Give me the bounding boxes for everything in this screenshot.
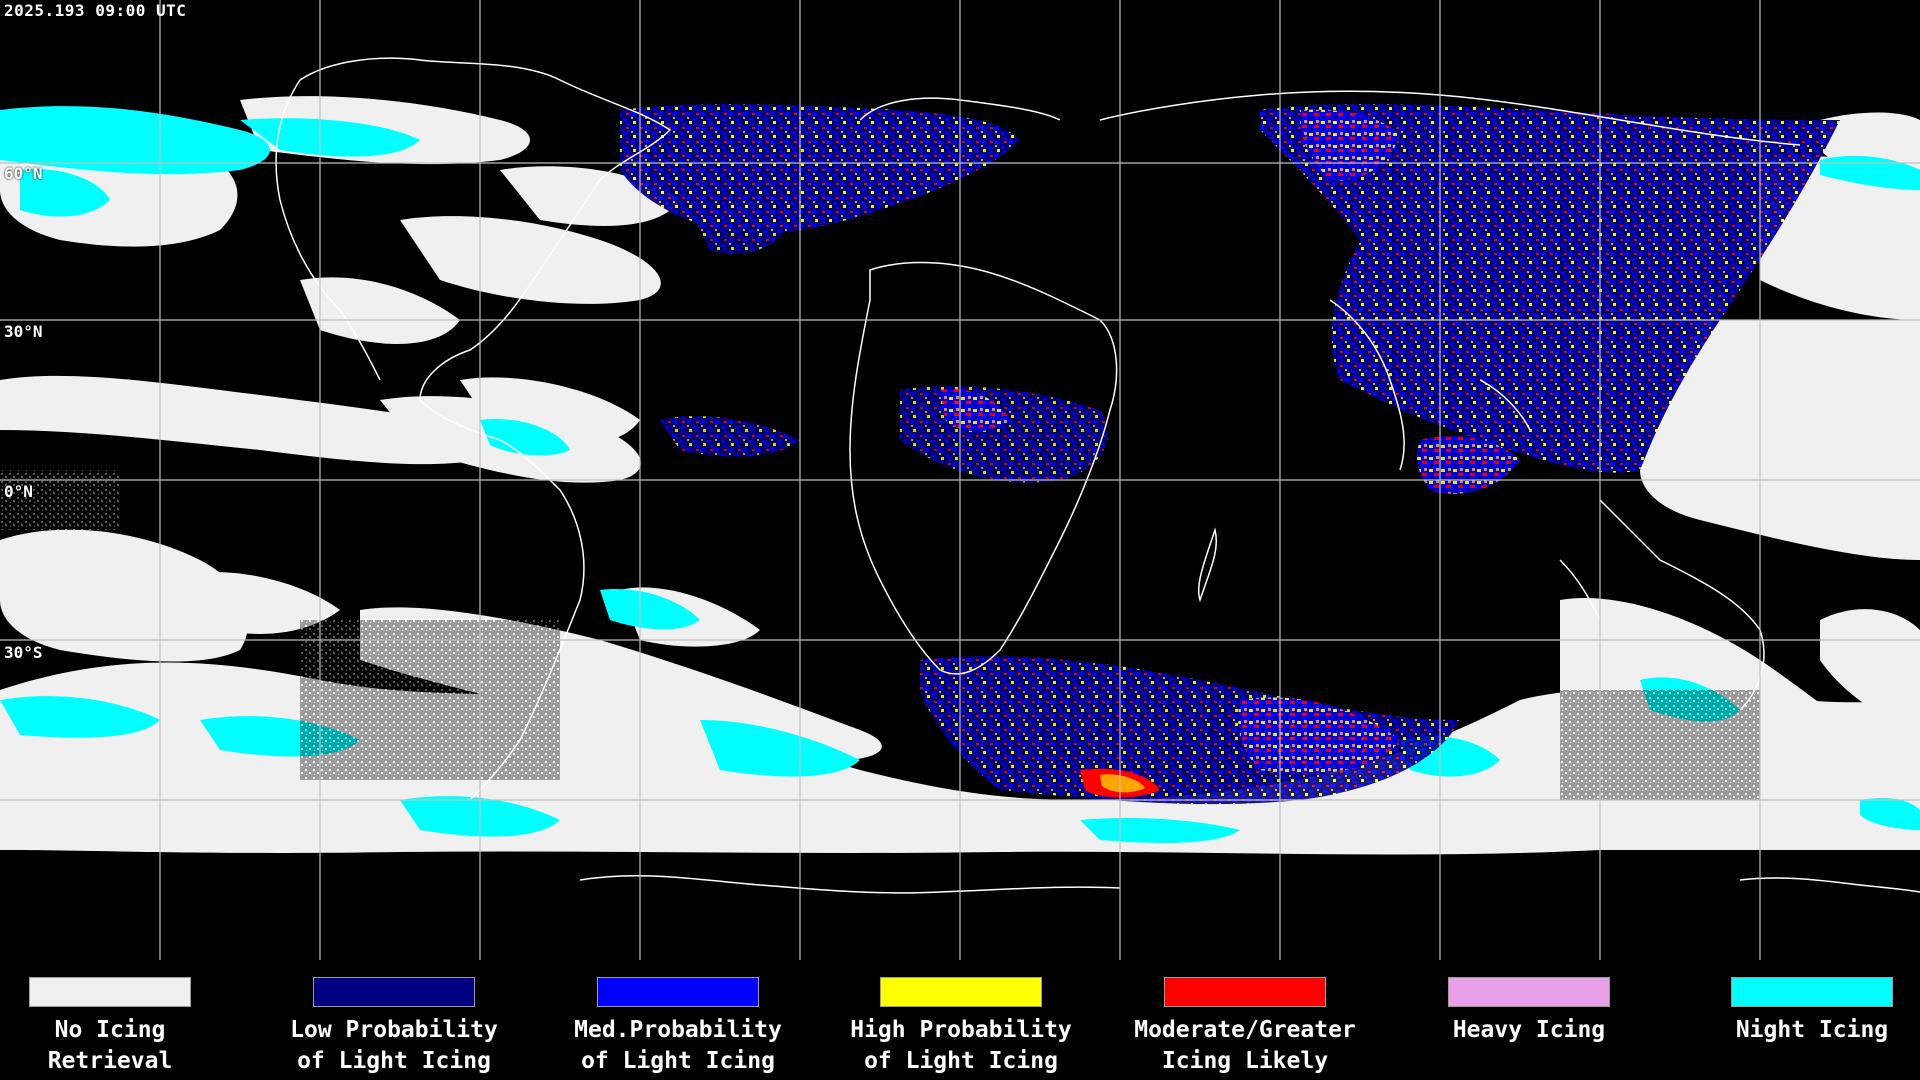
legend-swatch-night-icing (1731, 977, 1893, 1007)
legend-item-high-probability: High Probability of Light Icing (831, 977, 1091, 1077)
legend-label-line2: of Light Icing (864, 1048, 1058, 1074)
legend-label-high-probability: High Probability of Light Icing (831, 1015, 1091, 1077)
lat-label-30s: 30°S (4, 643, 43, 662)
legend-swatch-low-probability (313, 977, 475, 1007)
legend-label-line1: High Probability (850, 1017, 1072, 1043)
legend-label-night-icing: Night Icing (1682, 1015, 1920, 1046)
night-icing-clouds (0, 106, 1920, 843)
lat-label-60n: 60°N (4, 164, 43, 183)
legend-label-med-probability: Med.Probability of Light Icing (548, 1015, 808, 1077)
legend-label-line1: Night Icing (1735, 1017, 1889, 1043)
legend-label-line1: Low Probability (290, 1017, 498, 1043)
legend-label-low-probability: Low Probability of Light Icing (264, 1015, 524, 1077)
legend-label-no-icing: No Icing Retrieval (0, 1015, 240, 1077)
legend-label-line1: Med.Probability (574, 1017, 782, 1043)
lat-label-30n: 30°N (4, 322, 43, 341)
legend-label-line1: Heavy Icing (1452, 1017, 1606, 1043)
legend-label-moderate-greater: Moderate/Greater Icing Likely (1115, 1015, 1375, 1077)
legend-label-line1: No Icing (54, 1017, 166, 1043)
legend-label-line2: Icing Likely (1161, 1048, 1329, 1074)
lat-label-0n: 0°N (4, 482, 33, 501)
legend-item-night-icing: Night Icing (1682, 977, 1920, 1046)
legend-label-line2: Retrieval (47, 1048, 173, 1074)
legend-item-moderate-greater: Moderate/Greater Icing Likely (1115, 977, 1375, 1077)
legend-label-line1: Moderate/Greater (1134, 1017, 1356, 1043)
legend-label-heavy-icing: Heavy Icing (1399, 1015, 1659, 1046)
icing-legend: No Icing Retrieval Low Probability of Li… (0, 960, 1920, 1080)
legend-swatch-heavy-icing (1448, 977, 1610, 1007)
legend-item-med-probability: Med.Probability of Light Icing (548, 977, 808, 1077)
legend-label-line2: of Light Icing (297, 1048, 491, 1074)
legend-swatch-no-icing (29, 977, 191, 1007)
legend-label-line2: of Light Icing (581, 1048, 775, 1074)
icing-probability-region (620, 104, 1840, 805)
latlon-grid (0, 0, 1920, 960)
legend-item-low-probability: Low Probability of Light Icing (264, 977, 524, 1077)
legend-swatch-moderate-greater (1164, 977, 1326, 1007)
timestamp-label: 2025.193 09:00 UTC (4, 1, 187, 20)
legend-item-no-icing: No Icing Retrieval (0, 977, 240, 1077)
global-icing-map (0, 0, 1920, 960)
legend-swatch-high-probability (880, 977, 1042, 1007)
legend-item-heavy-icing: Heavy Icing (1399, 977, 1659, 1046)
legend-swatch-med-probability (597, 977, 759, 1007)
